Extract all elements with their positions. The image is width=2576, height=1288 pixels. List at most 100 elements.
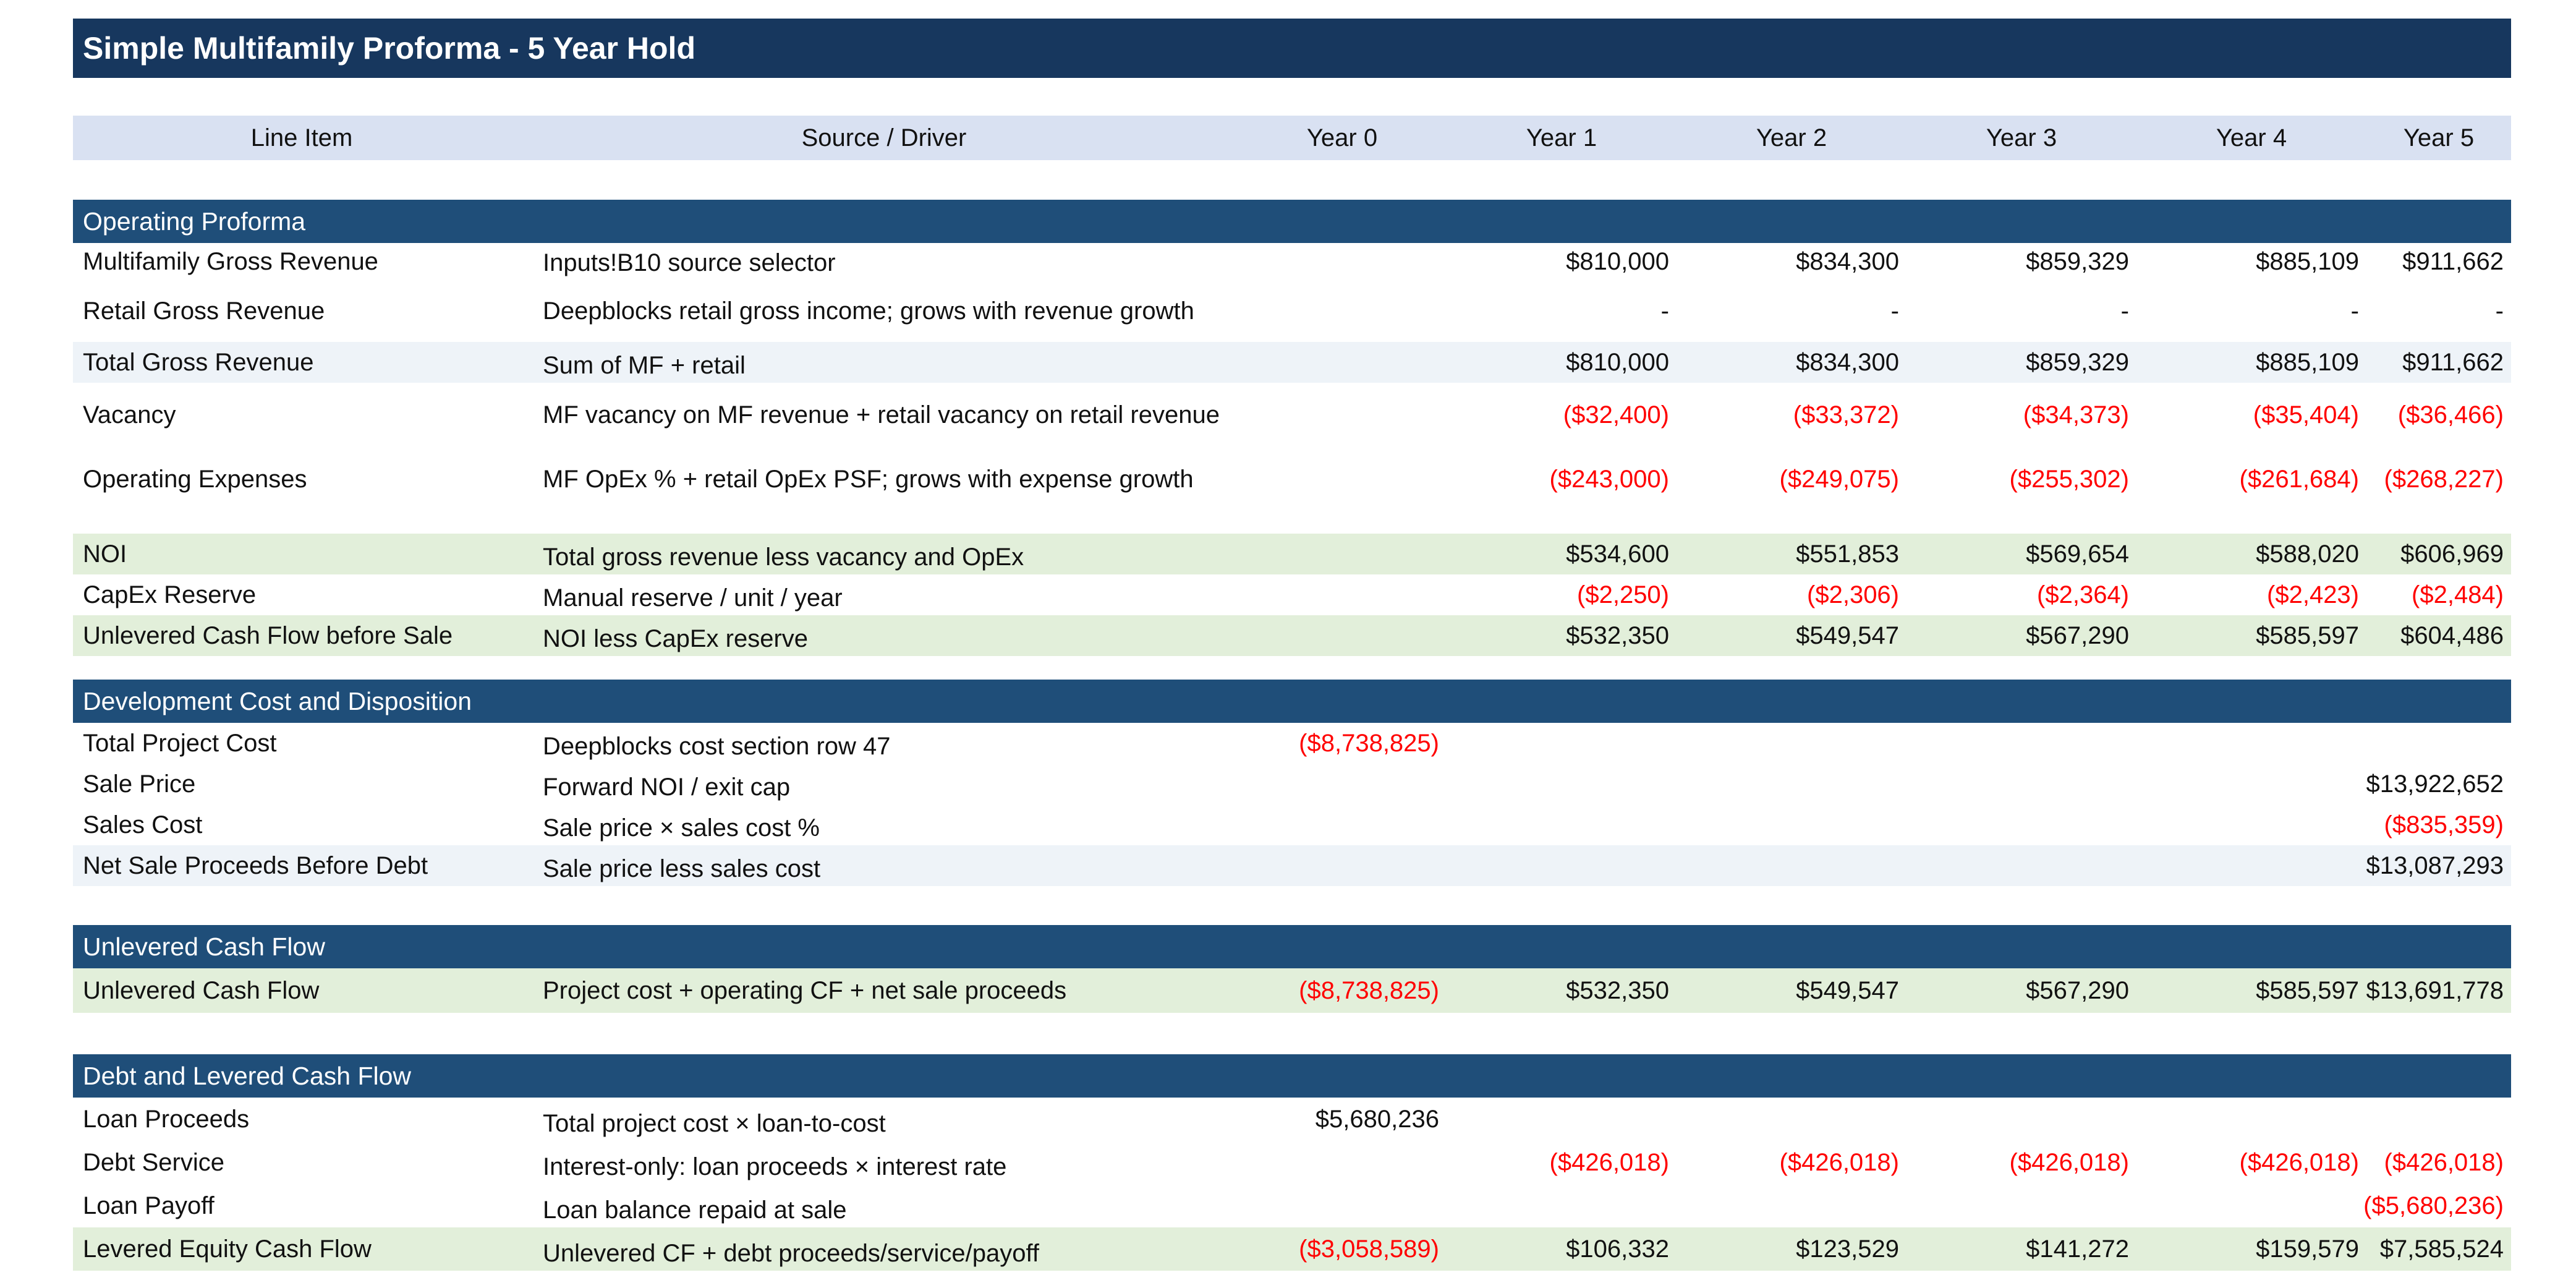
value-year-4[interactable]: ($2,423) xyxy=(2267,581,2359,608)
value-year-0[interactable] xyxy=(1238,804,1447,845)
value-year-1[interactable]: ($2,250) xyxy=(1577,581,1669,608)
header-source-driver[interactable]: Source / Driver xyxy=(801,124,967,151)
value-year-1[interactable]: ($243,000) xyxy=(1549,465,1669,493)
row-net-sale-proceeds[interactable]: Net Sale Proceeds Before Debt Sale price… xyxy=(73,845,2511,886)
value-year-1[interactable]: $532,350 xyxy=(1566,621,1669,649)
value-year-5[interactable] xyxy=(2366,1098,2511,1141)
header-year-3[interactable]: Year 3 xyxy=(1986,124,2057,151)
value-year-5[interactable]: $911,662 xyxy=(2402,247,2504,275)
value-year-0[interactable] xyxy=(1238,845,1447,886)
value-year-2[interactable] xyxy=(1677,1098,1906,1141)
row-unlevered-cash-flow[interactable]: Unlevered Cash Flow Project cost + opera… xyxy=(73,968,2511,1013)
value-year-2[interactable]: - xyxy=(1890,297,1899,325)
header-line-item[interactable]: Line Item xyxy=(250,124,353,151)
value-year-2[interactable]: $549,547 xyxy=(1796,621,1899,649)
value-year-3[interactable] xyxy=(1906,1184,2136,1227)
value-year-5[interactable]: ($36,466) xyxy=(2397,401,2504,429)
value-year-5[interactable]: $13,922,652 xyxy=(2366,770,2504,798)
value-year-1[interactable]: ($426,018) xyxy=(1549,1148,1669,1176)
row-capex-reserve[interactable]: CapEx Reserve Manual reserve / unit / ye… xyxy=(73,574,2511,615)
value-year-5[interactable]: ($268,227) xyxy=(2384,465,2504,493)
value-year-1[interactable] xyxy=(1447,804,1677,845)
value-year-1[interactable]: $810,000 xyxy=(1566,348,1669,376)
value-year-2[interactable] xyxy=(1677,723,1906,764)
row-sale-price[interactable]: Sale Price Forward NOI / exit cap $13,92… xyxy=(73,764,2511,804)
value-year-2[interactable] xyxy=(1677,845,1906,886)
value-year-4[interactable]: $585,597 xyxy=(2256,621,2359,649)
value-year-4[interactable]: $585,597 xyxy=(2256,976,2359,1004)
value-year-5[interactable]: $13,691,778 xyxy=(2366,976,2504,1004)
value-year-0[interactable] xyxy=(1238,243,1447,280)
value-year-4[interactable] xyxy=(2136,723,2366,764)
value-year-4[interactable]: ($35,404) xyxy=(2253,401,2359,429)
value-year-1[interactable] xyxy=(1447,1184,1677,1227)
value-year-0[interactable]: ($8,738,825) xyxy=(1299,729,1439,757)
header-year-2[interactable]: Year 2 xyxy=(1756,124,1827,151)
value-year-2[interactable] xyxy=(1677,804,1906,845)
value-year-2[interactable]: $834,300 xyxy=(1796,348,1899,376)
value-year-5[interactable]: ($426,018) xyxy=(2384,1148,2504,1176)
value-year-3[interactable] xyxy=(1906,723,2136,764)
value-year-5[interactable] xyxy=(2366,723,2511,764)
value-year-4[interactable] xyxy=(2136,845,2366,886)
value-year-5[interactable]: $604,486 xyxy=(2400,621,2504,649)
value-year-1[interactable]: - xyxy=(1660,297,1669,325)
row-debt-service[interactable]: Debt Service Interest-only: loan proceed… xyxy=(73,1141,2511,1184)
value-year-3[interactable]: ($255,302) xyxy=(2009,465,2129,493)
value-year-0[interactable] xyxy=(1238,447,1447,511)
value-year-4[interactable]: - xyxy=(2350,297,2359,325)
value-year-3[interactable]: $567,290 xyxy=(2026,621,2129,649)
value-year-5[interactable]: $7,585,524 xyxy=(2379,1235,2504,1263)
value-year-2[interactable]: $551,853 xyxy=(1796,540,1899,568)
value-year-3[interactable]: $569,654 xyxy=(2026,540,2129,568)
value-year-3[interactable]: $859,329 xyxy=(2026,247,2129,275)
value-year-1[interactable]: $106,332 xyxy=(1566,1235,1669,1263)
value-year-0[interactable] xyxy=(1238,534,1447,574)
value-year-4[interactable]: $885,109 xyxy=(2256,348,2359,376)
value-year-3[interactable]: ($426,018) xyxy=(2009,1148,2129,1176)
value-year-0[interactable] xyxy=(1238,615,1447,656)
value-year-2[interactable]: ($33,372) xyxy=(1793,401,1899,429)
header-year-5[interactable]: Year 5 xyxy=(2403,124,2475,151)
row-loan-payoff[interactable]: Loan Payoff Loan balance repaid at sale … xyxy=(73,1184,2511,1227)
value-year-2[interactable]: $834,300 xyxy=(1796,247,1899,275)
row-unlevered-cf-before-sale[interactable]: Unlevered Cash Flow before Sale NOI less… xyxy=(73,615,2511,656)
value-year-0[interactable] xyxy=(1238,342,1447,383)
value-year-1[interactable] xyxy=(1447,845,1677,886)
value-year-4[interactable] xyxy=(2136,804,2366,845)
value-year-4[interactable]: $885,109 xyxy=(2256,247,2359,275)
row-total-gross-revenue[interactable]: Total Gross Revenue Sum of MF + retail $… xyxy=(73,342,2511,383)
row-retail-gross-revenue[interactable]: Retail Gross Revenue Deepblocks retail g… xyxy=(73,280,2511,342)
row-loan-proceeds[interactable]: Loan Proceeds Total project cost × loan-… xyxy=(73,1098,2511,1141)
value-year-3[interactable]: ($34,373) xyxy=(2023,401,2129,429)
row-operating-expenses[interactable]: Operating Expenses MF OpEx % + retail Op… xyxy=(73,447,2511,511)
value-year-3[interactable]: $141,272 xyxy=(2026,1235,2129,1263)
value-year-3[interactable]: $567,290 xyxy=(2026,976,2129,1004)
value-year-3[interactable]: $859,329 xyxy=(2026,348,2129,376)
value-year-5[interactable]: ($5,680,236) xyxy=(2363,1192,2504,1219)
value-year-0[interactable] xyxy=(1238,574,1447,615)
row-multifamily-gross-revenue[interactable]: Multifamily Gross Revenue Inputs!B10 sou… xyxy=(73,243,2511,280)
value-year-1[interactable] xyxy=(1447,764,1677,804)
value-year-0[interactable] xyxy=(1238,383,1447,447)
row-levered-equity-cash-flow[interactable]: Levered Equity Cash Flow Unlevered CF + … xyxy=(73,1227,2511,1271)
value-year-3[interactable] xyxy=(1906,804,2136,845)
row-vacancy[interactable]: Vacancy MF vacancy on MF revenue + retai… xyxy=(73,383,2511,447)
value-year-5[interactable]: $606,969 xyxy=(2400,540,2504,568)
value-year-0[interactable]: $5,680,236 xyxy=(1315,1105,1439,1133)
row-noi[interactable]: NOI Total gross revenue less vacancy and… xyxy=(73,534,2511,574)
value-year-0[interactable] xyxy=(1238,1184,1447,1227)
value-year-4[interactable]: $159,579 xyxy=(2256,1235,2359,1263)
value-year-4[interactable] xyxy=(2136,764,2366,804)
value-year-5[interactable]: $13,087,293 xyxy=(2366,851,2504,879)
row-sales-cost[interactable]: Sales Cost Sale price × sales cost % ($8… xyxy=(73,804,2511,845)
value-year-2[interactable]: $123,529 xyxy=(1796,1235,1899,1263)
value-year-4[interactable]: ($261,684) xyxy=(2239,465,2359,493)
value-year-3[interactable] xyxy=(1906,1098,2136,1141)
value-year-2[interactable]: ($426,018) xyxy=(1779,1148,1899,1176)
value-year-4[interactable]: $588,020 xyxy=(2256,540,2359,568)
value-year-1[interactable] xyxy=(1447,1098,1677,1141)
value-year-1[interactable]: $532,350 xyxy=(1566,976,1669,1004)
value-year-0[interactable] xyxy=(1238,764,1447,804)
value-year-3[interactable] xyxy=(1906,764,2136,804)
